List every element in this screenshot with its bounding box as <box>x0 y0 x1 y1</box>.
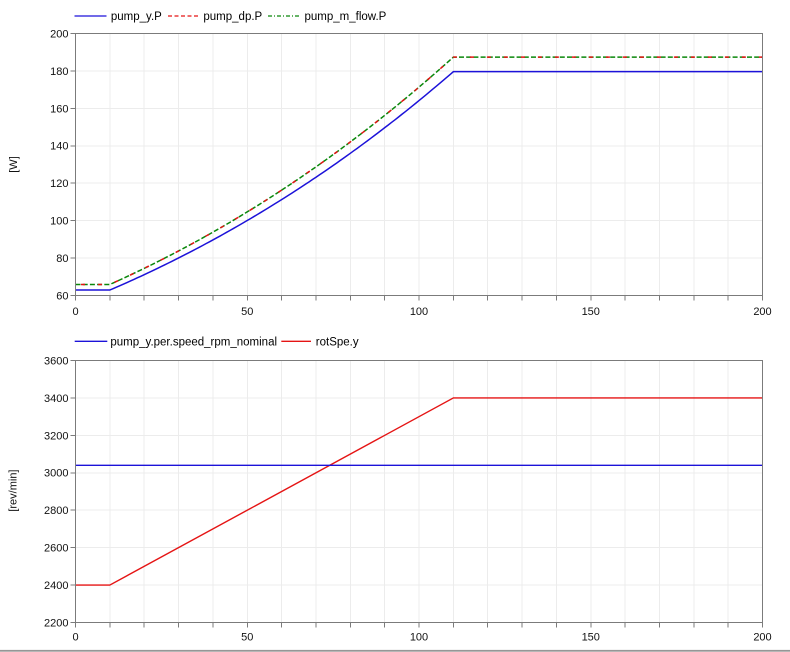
svg-text:60: 60 <box>56 290 68 302</box>
svg-text:pump_y.per.speed_rpm_nominal: pump_y.per.speed_rpm_nominal <box>110 337 277 349</box>
svg-text:[W]: [W] <box>8 156 20 173</box>
svg-text:80: 80 <box>56 253 68 265</box>
svg-text:50: 50 <box>241 306 253 318</box>
svg-text:100: 100 <box>50 216 68 228</box>
svg-text:pump_y.P: pump_y.P <box>111 11 162 23</box>
svg-text:2800: 2800 <box>44 505 68 517</box>
svg-text:200: 200 <box>753 632 771 644</box>
svg-text:160: 160 <box>50 103 68 115</box>
svg-text:100: 100 <box>410 306 428 318</box>
svg-text:0: 0 <box>72 306 78 318</box>
svg-text:2200: 2200 <box>44 617 68 629</box>
svg-text:3400: 3400 <box>44 393 68 405</box>
svg-text:3000: 3000 <box>44 468 68 480</box>
svg-text:0: 0 <box>72 632 78 644</box>
svg-text:120: 120 <box>50 178 68 190</box>
svg-text:150: 150 <box>582 632 600 644</box>
svg-text:2600: 2600 <box>44 543 68 555</box>
svg-text:rotSpe.y: rotSpe.y <box>316 337 359 349</box>
svg-text:[rev/min]: [rev/min] <box>8 470 20 512</box>
svg-text:200: 200 <box>50 28 68 40</box>
svg-text:150: 150 <box>582 306 600 318</box>
svg-text:180: 180 <box>50 66 68 78</box>
svg-text:140: 140 <box>50 141 68 153</box>
svg-text:pump_dp.P: pump_dp.P <box>203 11 262 23</box>
svg-text:50: 50 <box>241 632 253 644</box>
svg-text:2400: 2400 <box>44 580 68 592</box>
svg-text:100: 100 <box>410 632 428 644</box>
svg-text:pump_m_flow.P: pump_m_flow.P <box>305 11 387 23</box>
svg-text:200: 200 <box>753 306 771 318</box>
svg-text:3200: 3200 <box>44 430 68 442</box>
svg-text:3600: 3600 <box>44 355 68 367</box>
